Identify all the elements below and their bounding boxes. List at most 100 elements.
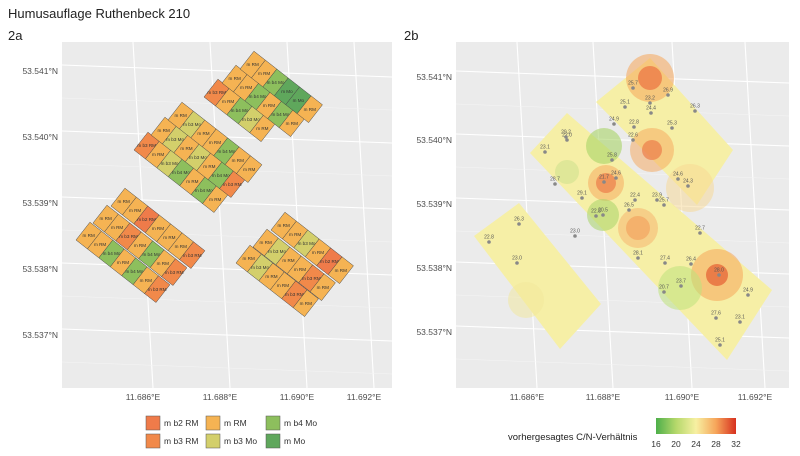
grid-line-minor bbox=[456, 358, 789, 372]
colorbar-gradient bbox=[656, 418, 736, 434]
panel-b-colorbar: vorhergesagtes C/N-Verhältnis 16 20 24 2… bbox=[508, 418, 741, 449]
plot-cell-label: m RM bbox=[240, 85, 252, 90]
colorbar-tick: 20 bbox=[671, 439, 681, 449]
sample-point bbox=[746, 293, 750, 297]
sample-point bbox=[670, 126, 674, 130]
sample-point-label: 22.6 bbox=[628, 133, 638, 139]
sample-point bbox=[676, 177, 680, 181]
sample-point bbox=[714, 316, 718, 320]
sample-point bbox=[631, 138, 635, 142]
plot-cell-label: m RM bbox=[94, 242, 106, 247]
plot-cell-label: m RM bbox=[117, 260, 129, 265]
legend-swatch bbox=[205, 433, 221, 449]
panel-a-y-axis: 53.541°N 53.540°N 53.539°N 53.538°N 53.5… bbox=[22, 66, 58, 340]
plot-cell-label: m RM bbox=[263, 103, 275, 108]
sample-point-label: 23.0 bbox=[570, 229, 580, 235]
x-tick-label: 11.686°E bbox=[126, 392, 161, 402]
sample-point-label: 22.8 bbox=[591, 209, 601, 215]
plot-cell-label: m RM bbox=[229, 76, 241, 81]
plot-cell-label: m RM bbox=[335, 268, 347, 273]
plot-cell-label: m b3 RM bbox=[137, 143, 156, 148]
heat-contour bbox=[658, 266, 702, 310]
sample-point bbox=[648, 101, 652, 105]
plot-cell-label: m RM bbox=[129, 208, 141, 213]
heat-contour bbox=[508, 282, 544, 318]
plot-cell-label: m b3 RM bbox=[183, 253, 202, 258]
legend-swatch bbox=[265, 433, 281, 449]
plot-cell-label: m RM bbox=[203, 164, 215, 169]
plot-cell-label: m b3 RM bbox=[119, 234, 138, 239]
y-tick-label: 53.538°N bbox=[416, 263, 452, 273]
heat-contour bbox=[691, 249, 743, 301]
plot-cell-label: m RM bbox=[152, 152, 164, 157]
plot-cell-label: m b3 Mo bbox=[268, 249, 286, 254]
plot-cell-label: m RM bbox=[277, 283, 289, 288]
sample-point-label: 23.1 bbox=[540, 145, 550, 151]
legend-swatch bbox=[145, 415, 161, 431]
sample-point bbox=[631, 86, 635, 90]
plot-cell bbox=[179, 241, 206, 269]
sample-point bbox=[698, 231, 702, 235]
plot-cell-label: m RM bbox=[222, 99, 234, 104]
plot-cell bbox=[296, 95, 323, 123]
plot-cell-label: m b3 RM bbox=[302, 276, 321, 281]
legend-label: m RM bbox=[224, 418, 247, 428]
y-tick-label: 53.539°N bbox=[416, 199, 452, 209]
field-block bbox=[474, 203, 601, 349]
plot-cell-label: m b4 Mo bbox=[231, 108, 249, 113]
plot-cell-label: m RM bbox=[175, 244, 187, 249]
sample-point bbox=[573, 234, 577, 238]
x-tick-label: 11.688°E bbox=[203, 392, 238, 402]
plot-cell-label: m b3 RM bbox=[207, 90, 226, 95]
plot-cell-label: m RM bbox=[243, 256, 255, 261]
sample-point-label: 24.4 bbox=[646, 106, 656, 112]
sample-point-label: 23.0 bbox=[512, 256, 522, 262]
sample-point-label: 23.7 bbox=[676, 279, 686, 285]
sample-point-label: 28.7 bbox=[550, 177, 560, 183]
plot-cell-label: m b4 Mo bbox=[249, 94, 267, 99]
sample-point bbox=[487, 240, 491, 244]
plot-cell-label: m RM bbox=[317, 285, 329, 290]
colorbar-tick: 16 bbox=[651, 439, 661, 449]
sample-point-label: 24.9 bbox=[609, 117, 619, 123]
plot-cell-label: m b3 Mo bbox=[242, 117, 260, 122]
panel-a-x-axis: 11.686°E 11.688°E 11.690°E 11.692°E bbox=[126, 392, 382, 402]
heat-contour bbox=[586, 128, 622, 164]
plot-strip: m RM m b3 Mo m RM m b3 Mo m RM m b4 Mo m b3 RM bbox=[150, 116, 246, 198]
panel-label-2a: 2a bbox=[8, 28, 23, 43]
plot-cell-label: m RM bbox=[289, 232, 301, 237]
legend-label: m b2 RM bbox=[164, 418, 198, 428]
plot-strip: m RMm b3 Mom RMm RMm b3 RMm RM bbox=[235, 244, 319, 317]
plot-cell-label: m RM bbox=[180, 146, 192, 151]
y-tick-label: 53.541°N bbox=[22, 66, 58, 76]
plot-cell-label: m RM bbox=[265, 274, 277, 279]
sample-point bbox=[717, 273, 721, 277]
sample-point bbox=[602, 180, 606, 184]
legend-swatch bbox=[205, 415, 221, 431]
plot-cell-label: m b3 Mo bbox=[251, 265, 269, 270]
plot-cell-label: m b4 Mo bbox=[267, 80, 285, 85]
sample-point-label: 29.2 bbox=[561, 130, 571, 136]
plot-cell-label: m RM bbox=[134, 243, 146, 248]
sample-point bbox=[614, 176, 618, 180]
plot-cell-label: m b4 Mo bbox=[217, 149, 235, 154]
sample-point bbox=[565, 138, 569, 142]
heat-contour bbox=[626, 54, 674, 102]
sample-point bbox=[689, 262, 693, 266]
sample-point-label: 21.7 bbox=[599, 175, 609, 181]
sample-point-label: 26.3 bbox=[514, 217, 524, 223]
plot-strip: m RMm RMm b3 Mom RMm b2 RMm RM bbox=[270, 211, 354, 284]
plot-strip: m RM m RM m b4 Mo m RM m b4 Mo m RM m b3 RM bbox=[75, 221, 171, 303]
plot-cell-label: m RM bbox=[152, 226, 164, 231]
plot-cell-label: m RM bbox=[118, 199, 130, 204]
plot-strip: m RM m RM m b4 Mo m Mom Mo m RM bbox=[239, 50, 323, 123]
plot-cell bbox=[309, 273, 336, 301]
sample-point-label: 27.4 bbox=[660, 256, 670, 262]
sample-point bbox=[693, 109, 697, 113]
plot-cell-label: m RM bbox=[294, 267, 306, 272]
sample-point bbox=[738, 320, 742, 324]
plot-cell-label: m RM bbox=[258, 71, 270, 76]
sample-point bbox=[612, 122, 616, 126]
plot-cell-label: m RM bbox=[232, 158, 244, 163]
plot-cell-label: m Mo bbox=[281, 89, 293, 94]
